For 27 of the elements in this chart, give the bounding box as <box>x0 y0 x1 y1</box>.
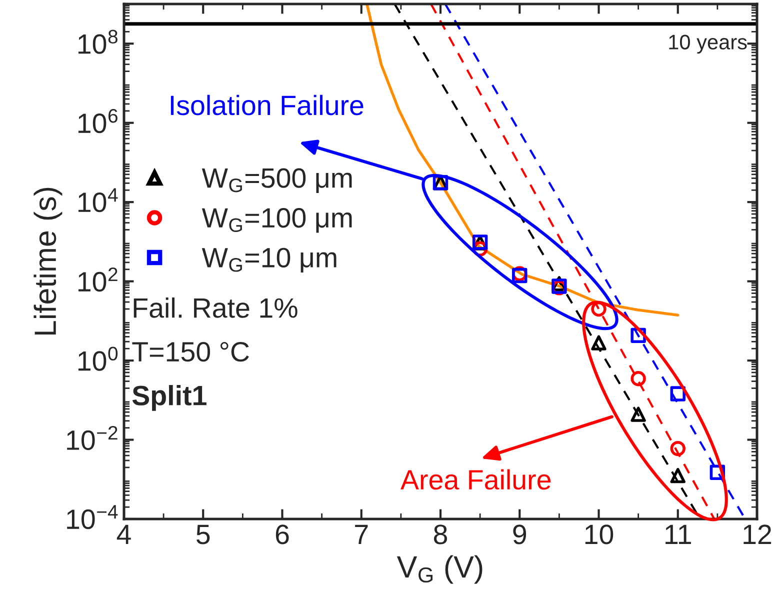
y-tick-label: 10$^{6}$ <box>78 109 118 134</box>
x-axis-title: V$_{G}$ (V) <box>396 555 482 584</box>
y-tick-label: 10$^{−2}$ <box>67 426 118 450</box>
x-tick-label: 11 <box>666 524 691 544</box>
ref-line-label: 10 years <box>669 34 747 54</box>
legend-label: W$_{G}$=10 μm <box>202 248 336 273</box>
annotation: T=150 °C <box>132 342 249 362</box>
x-tick-label: 6 <box>276 524 289 544</box>
annotation: Area Failure <box>400 469 551 490</box>
x-tick-label: 10 <box>585 524 614 544</box>
y-tick-label: 10$^{8}$ <box>78 30 118 54</box>
annotation: Isolation Failure <box>170 94 364 116</box>
x-tick-label: 8 <box>434 524 448 544</box>
annotation: Split1 <box>132 385 206 411</box>
x-tick-label: 9 <box>513 524 526 544</box>
y-axis-title: Lifetime (s) <box>34 188 62 335</box>
x-tick-label: 5 <box>196 524 210 544</box>
y-tick-label: 10$^{2}$ <box>78 267 118 292</box>
y-tick-label: 10$^{4}$ <box>78 188 118 212</box>
legend-label: W$_{G}$=100 μm <box>202 208 352 233</box>
x-tick-label: 12 <box>744 524 772 544</box>
y-tick-label: 10$^{−4}$ <box>67 505 118 530</box>
legend-label: W$_{G}$=500 μm <box>202 168 352 193</box>
x-tick-label: 7 <box>355 524 368 544</box>
y-tick-label: 10$^{0}$ <box>78 346 118 371</box>
annotation: Fail. Rate 1% <box>134 297 298 318</box>
x-tick-label: 4 <box>116 524 131 544</box>
